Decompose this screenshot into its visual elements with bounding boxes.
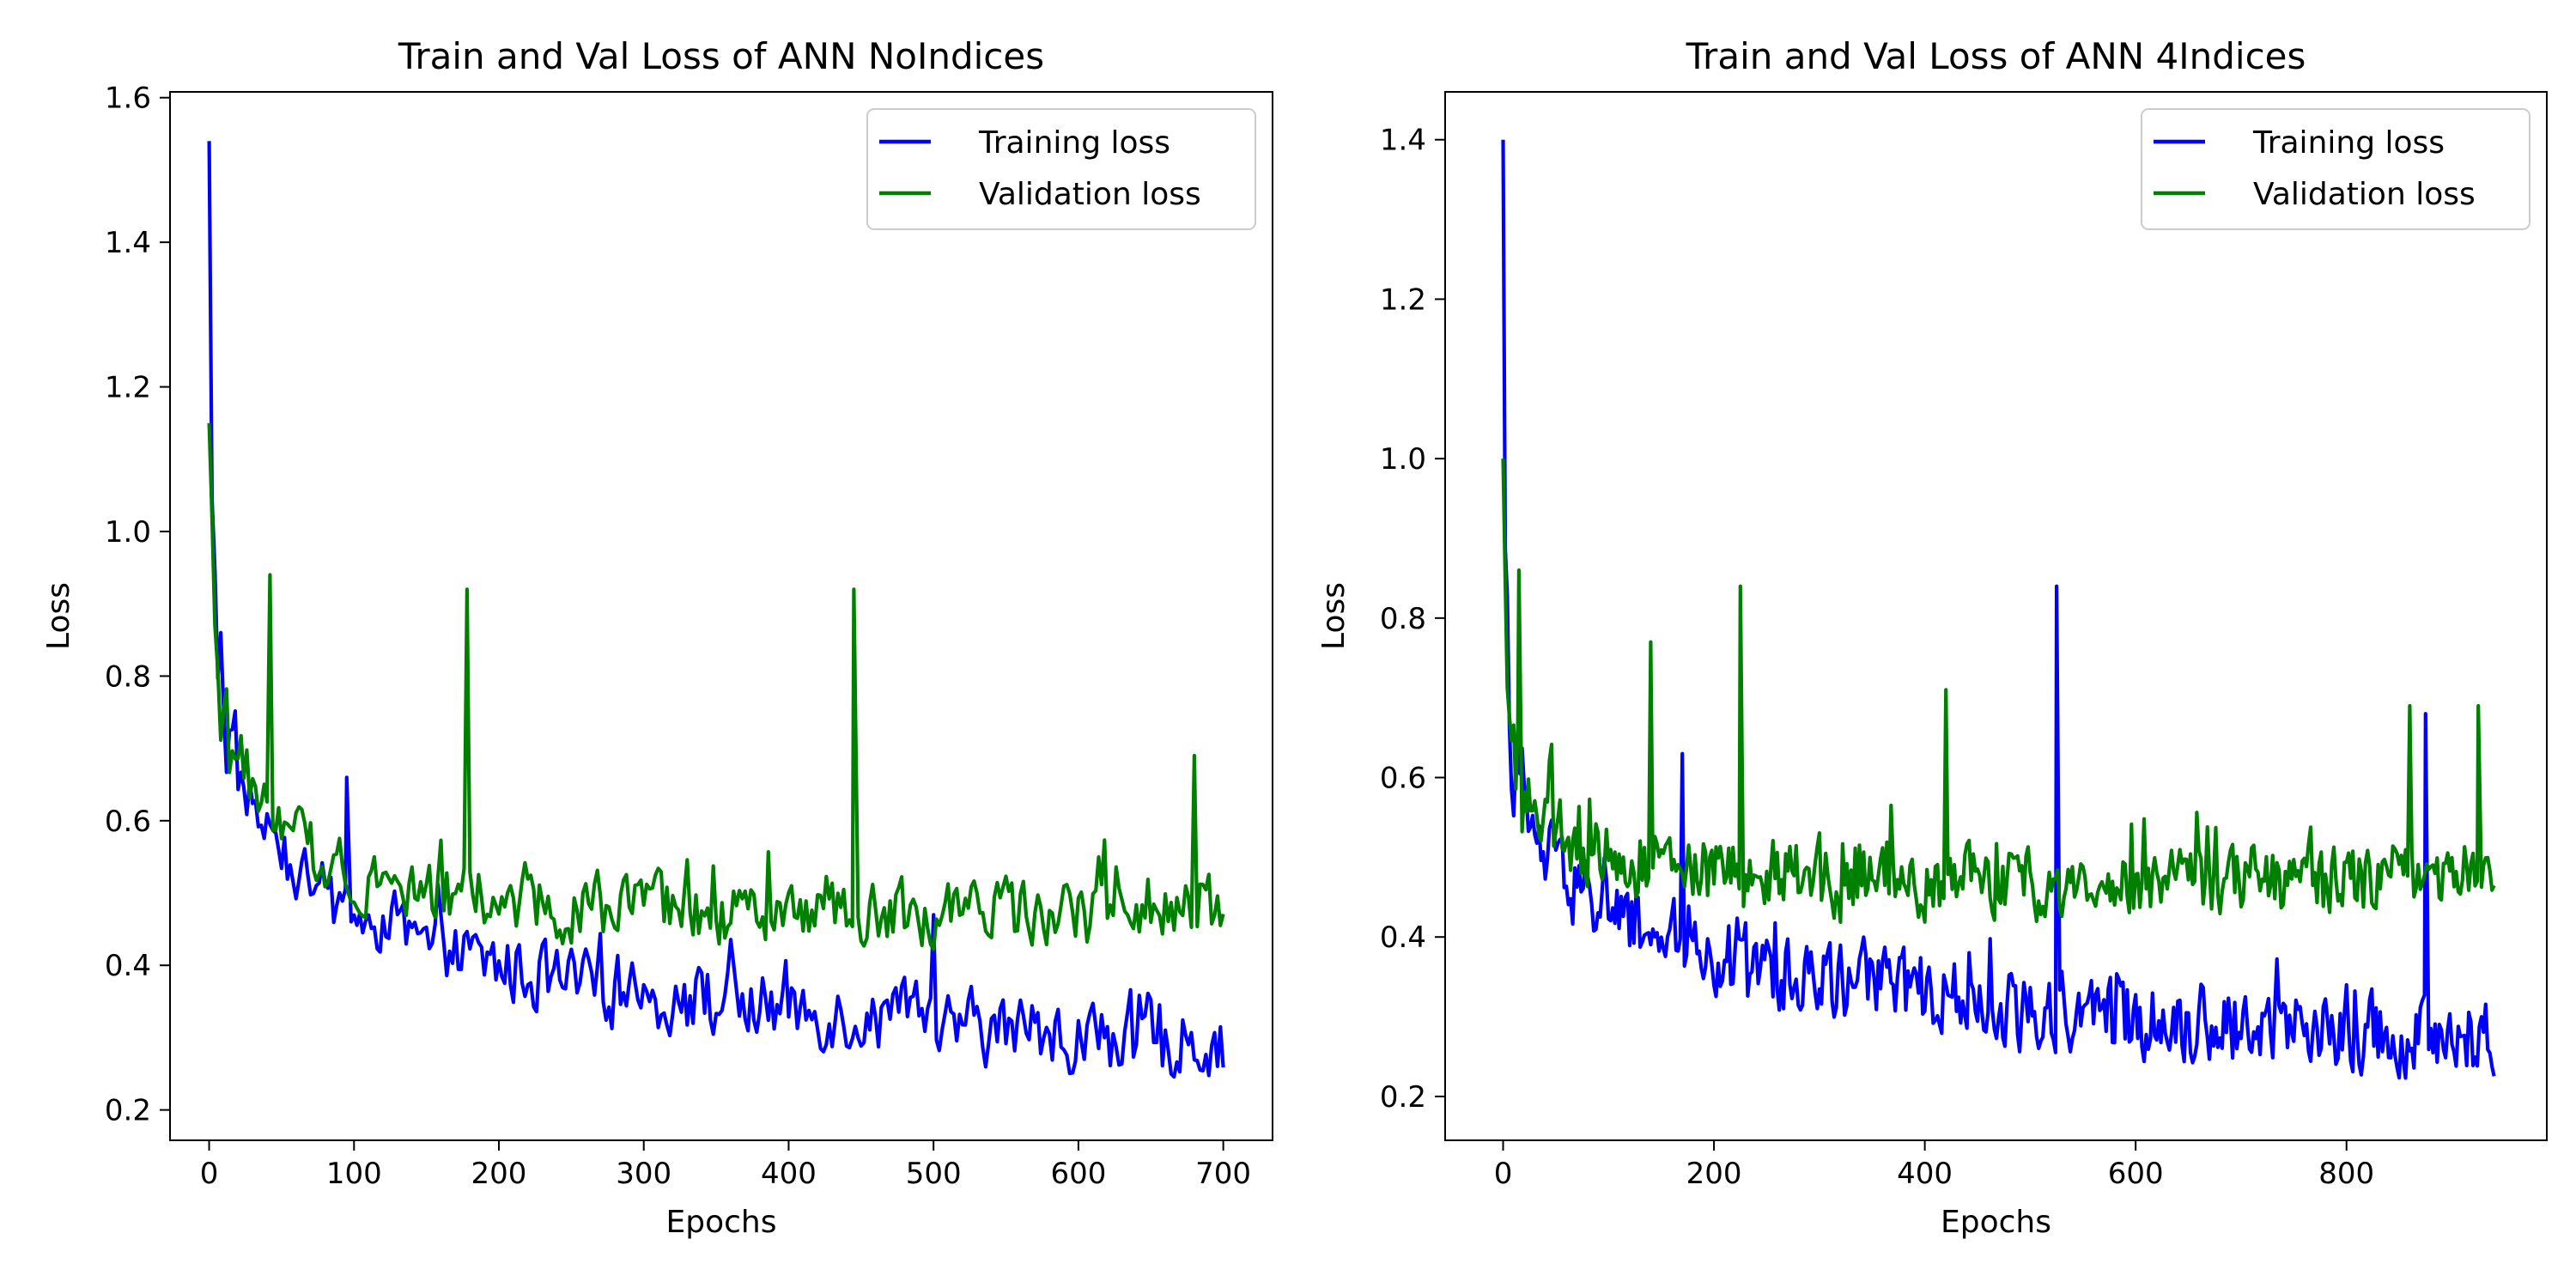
y-tick-label: 0.4 bbox=[105, 949, 151, 983]
y-tick-label: 1.4 bbox=[105, 226, 151, 260]
legend-box bbox=[2141, 108, 2530, 230]
x-tick-label: 200 bbox=[471, 1157, 527, 1191]
y-tick-label: 0.6 bbox=[1380, 762, 1426, 796]
x-tick-label: 600 bbox=[2108, 1157, 2164, 1191]
y-tick-label: 1.2 bbox=[105, 371, 151, 405]
x-tick-label: 600 bbox=[1050, 1157, 1106, 1191]
x-tick-label: 0 bbox=[1494, 1157, 1513, 1191]
axes-frame bbox=[1444, 91, 2548, 1141]
y-axis-label: Loss bbox=[1316, 582, 1352, 650]
series-line-validation-loss bbox=[207, 422, 1225, 951]
y-tick-label: 0.8 bbox=[1380, 602, 1426, 636]
chart-noindices: 0 100 200 300 400 500 600 700 0.2 0.4 0.6 0.8 1.0 1.2… bbox=[41, 35, 1273, 1240]
y-tick-label: 1.2 bbox=[1380, 283, 1426, 317]
legend-box bbox=[866, 108, 1256, 230]
y-tick-label: 1.4 bbox=[1380, 124, 1426, 158]
x-tick-label: 500 bbox=[906, 1157, 962, 1191]
x-tick-label: 400 bbox=[761, 1157, 817, 1191]
x-tick-label: 0 bbox=[200, 1157, 219, 1191]
y-tick-label: 0.4 bbox=[1380, 920, 1426, 955]
y-axis-label: Loss bbox=[41, 582, 76, 650]
legend-label: Validation loss bbox=[2253, 177, 2476, 212]
legend: Training loss Validation loss bbox=[866, 108, 1256, 230]
y-tick-label: 1.0 bbox=[1380, 442, 1426, 477]
legend-label: Training loss bbox=[978, 125, 1170, 161]
axes-frame bbox=[169, 91, 1273, 1141]
x-tick-label: 700 bbox=[1195, 1157, 1251, 1191]
legend-label: Validation loss bbox=[979, 177, 1201, 212]
x-tick-label: 200 bbox=[1686, 1157, 1742, 1191]
y-tick-label: 1.0 bbox=[105, 515, 151, 550]
y-tick-label: 1.6 bbox=[105, 82, 151, 116]
chart-title: Train and Val Loss of ANN 4Indices bbox=[1686, 35, 2306, 77]
series-line-training-loss bbox=[1501, 139, 2496, 1080]
chart-title: Train and Val Loss of ANN NoIndices bbox=[398, 35, 1044, 77]
x-tick-label: 100 bbox=[326, 1157, 382, 1191]
x-tick-label: 800 bbox=[2318, 1157, 2374, 1191]
chart-4indices: 0 200 400 600 800 0.2 0.4 0.6 0.8 1.0 1.2 1.4 Train … bbox=[1316, 35, 2548, 1240]
y-tick-label: 0.6 bbox=[105, 805, 151, 839]
x-axis-label: Epochs bbox=[666, 1205, 777, 1240]
legend: Training loss Validation loss bbox=[2141, 108, 2530, 230]
series-line-training-loss bbox=[207, 141, 1225, 1079]
x-tick-label: 400 bbox=[1897, 1157, 1953, 1191]
y-tick-label: 0.8 bbox=[105, 659, 151, 694]
x-axis-label: Epochs bbox=[1941, 1205, 2051, 1240]
x-tick-label: 300 bbox=[616, 1157, 671, 1191]
series-line-validation-loss bbox=[1501, 459, 2496, 924]
y-tick-label: 0.2 bbox=[105, 1094, 151, 1128]
legend-label: Training loss bbox=[2252, 125, 2445, 161]
y-tick-label: 0.2 bbox=[1380, 1080, 1426, 1115]
